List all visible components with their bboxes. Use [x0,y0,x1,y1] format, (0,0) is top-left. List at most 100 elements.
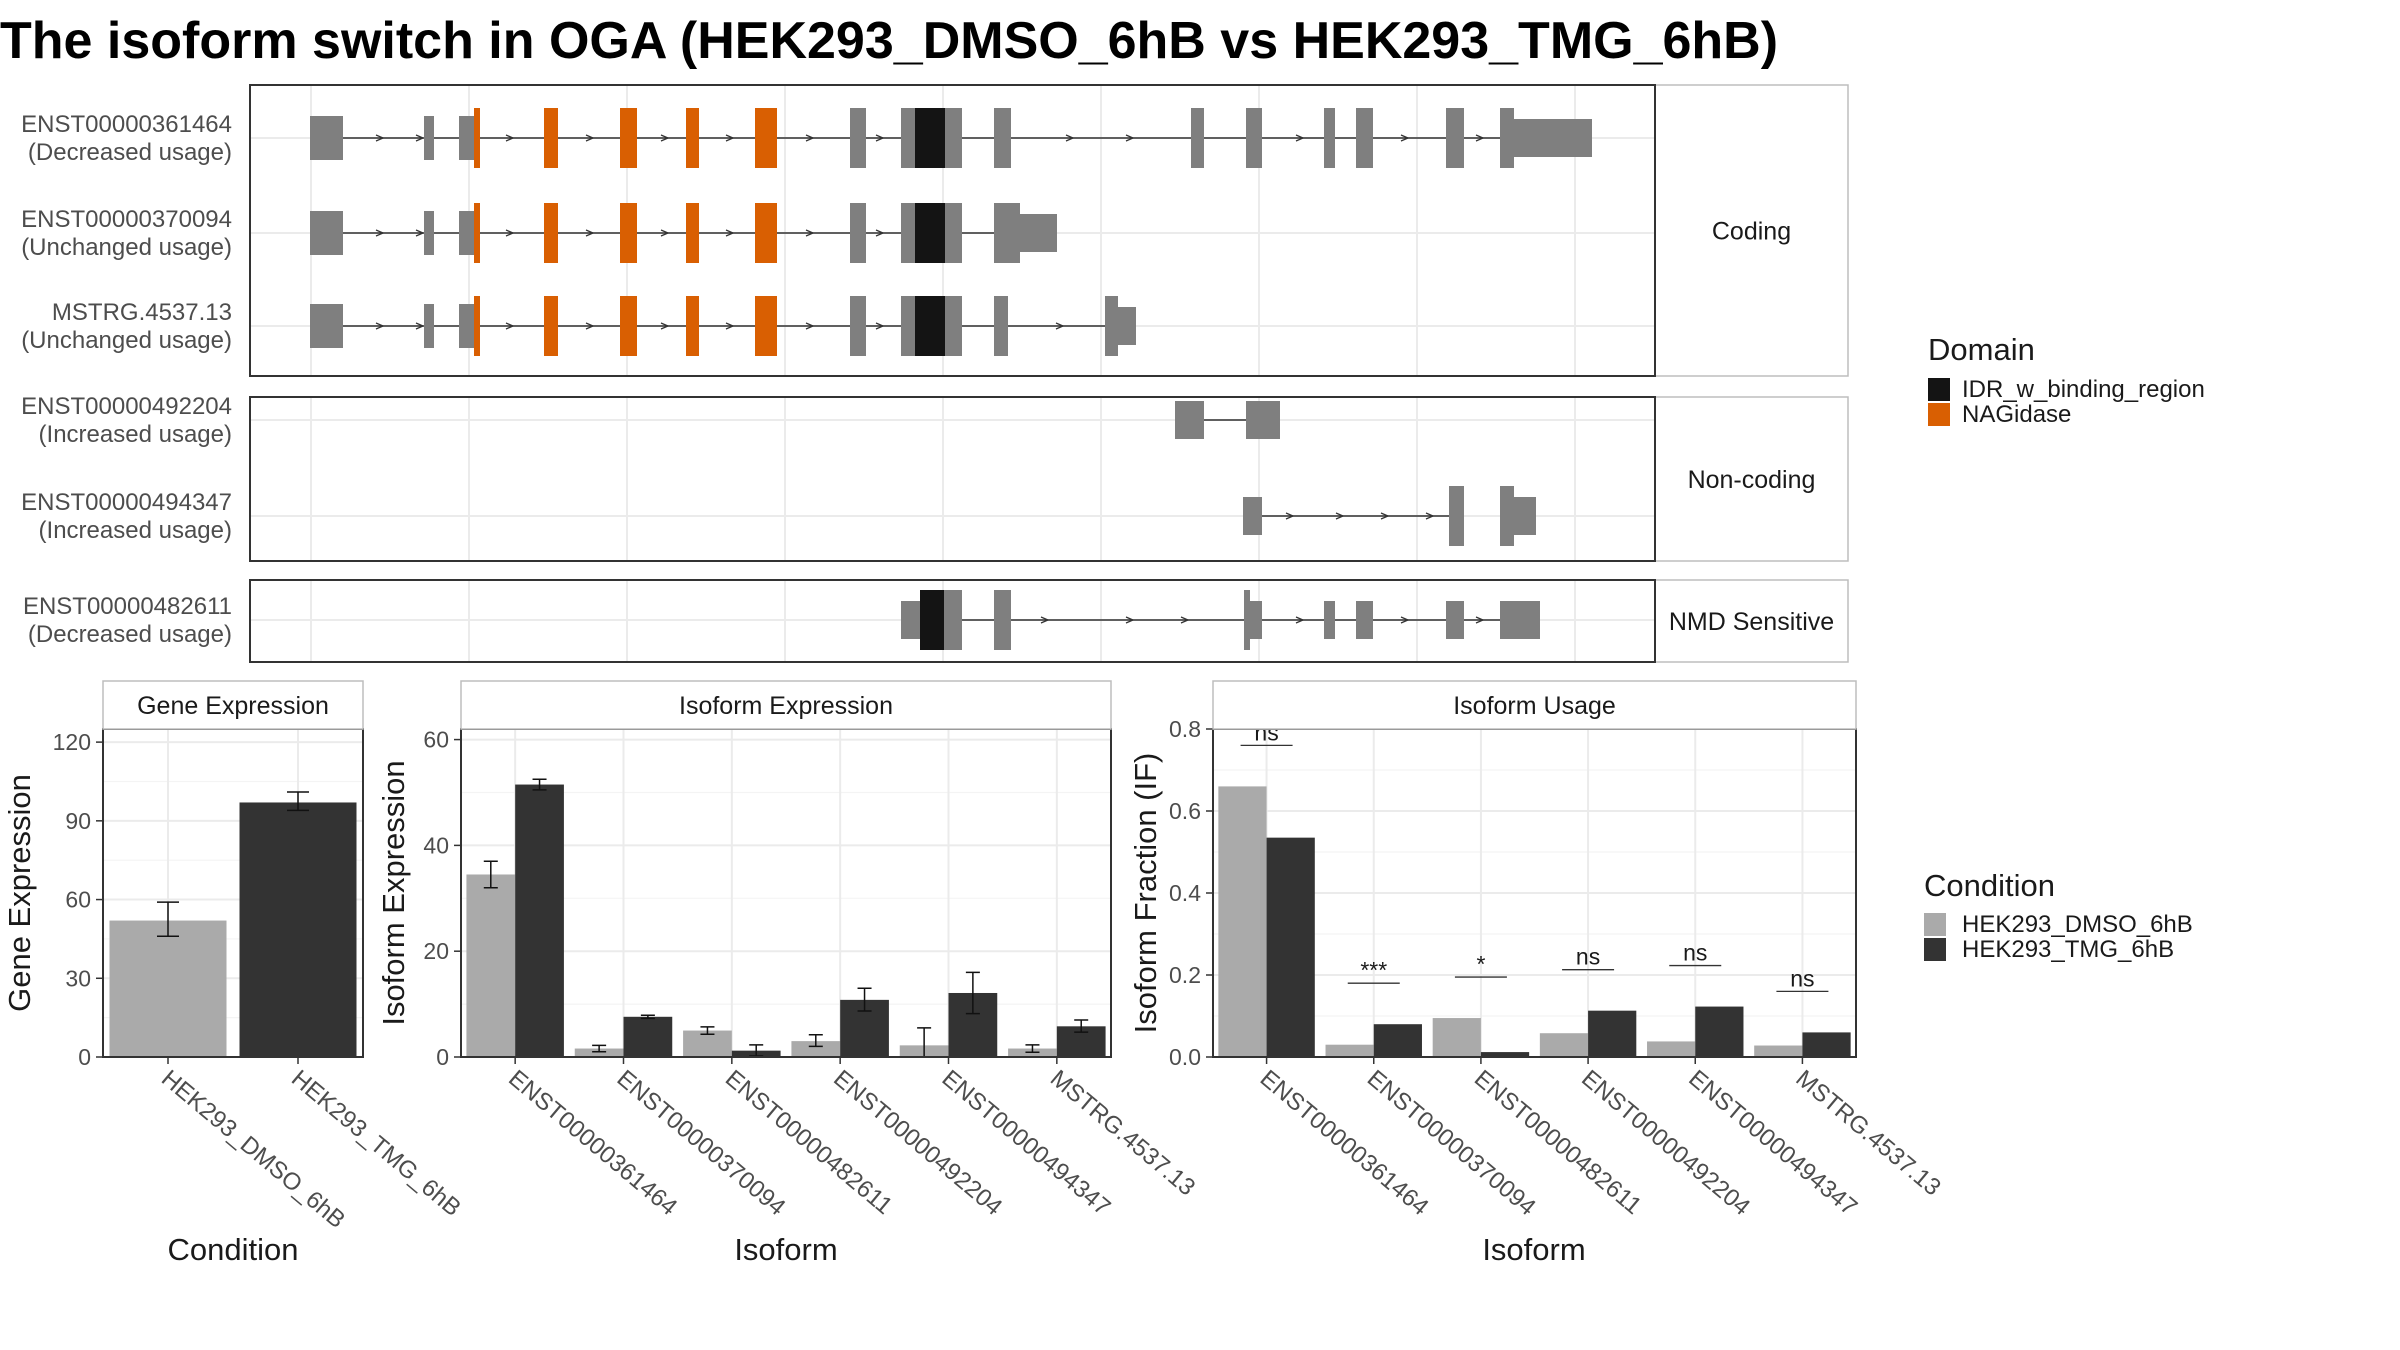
nagidase-domain [755,296,777,356]
exon [1446,108,1464,168]
exon [945,108,962,168]
exon [850,296,866,356]
x-axis-title: Isoform [734,1232,837,1267]
strand-arrow-icon [1400,616,1410,624]
exon [944,590,962,650]
y-tick-label: 30 [65,965,91,991]
nagidase-domain [755,108,777,168]
bar [109,920,227,1057]
y-tick-label: 0.8 [1169,716,1201,742]
strand-arrow-icon [585,229,595,237]
exon [994,296,1008,356]
exon [994,590,1011,650]
facet-strip [1212,680,1857,730]
structure-panel: NMD Sensitive ENST00000482611(Decreased u… [23,579,1849,663]
strand-arrow-icon [1055,322,1065,330]
bar [791,1041,841,1057]
significance-label: ns [1790,965,1814,991]
domain-legend-label: IDR_w_binding_region [1962,376,2205,403]
strand-arrow-icon [505,322,515,330]
strand-arrow-icon [1065,134,1075,142]
isoform-usage-label: (Increased usage) [39,421,232,448]
panel-strip [1654,579,1849,663]
idr-domain [915,108,945,168]
exon [1246,108,1262,168]
exon [1500,601,1540,639]
exon [459,304,474,348]
bar [1695,1006,1744,1057]
strand-arrow-icon [585,322,595,330]
error-bar [483,860,498,889]
nagidase-domain [755,203,777,263]
exon [901,296,915,356]
isoform-usage-label: (Decreased usage) [28,139,232,166]
nagidase-domain [686,296,699,356]
y-tick-label: 60 [65,887,91,913]
y-tick-label: 0.4 [1169,880,1201,906]
exon [1191,108,1204,168]
exon [994,108,1011,168]
y-tick-label: 60 [423,727,449,753]
bar [1432,1018,1481,1057]
isoform-label: ENST00000370094 [21,206,232,233]
exon [459,116,474,160]
exon [1356,601,1373,639]
nagidase-domain [686,108,699,168]
strand-arrow-icon [1295,134,1305,142]
exon [1449,486,1464,546]
error-bar [700,1026,715,1035]
y-tick-label: 0 [436,1044,449,1070]
exon [424,211,434,255]
facet-strip [460,680,1112,730]
nagidase-domain [544,108,558,168]
significance-label: ns [1576,944,1600,970]
isoform-label: ENST00000492204 [21,393,232,420]
exon [1175,401,1204,439]
bar [574,1048,624,1057]
exon [1105,296,1118,356]
strand-arrow-icon [660,134,670,142]
strand-arrow-icon [805,322,815,330]
bar [515,784,564,1057]
exon [1356,108,1373,168]
exon [945,203,962,263]
error-bar [1025,1044,1040,1053]
isoform-label: ENST00000361464 [21,111,232,138]
idr-domain [915,203,945,263]
structure-panel: Coding ENST00000361464(Decreased usage) EN… [21,84,1849,377]
exon [1118,307,1136,345]
exon [1244,590,1250,650]
strand-arrow-icon [1125,134,1135,142]
strand-arrow-icon [875,322,885,330]
exon [1324,601,1335,639]
error-bar [157,901,179,938]
structure-panel-border [249,579,1656,663]
strand-arrow-icon [415,322,425,330]
strand-arrow-icon [1180,616,1190,624]
panel-strip-label: Non-coding [1688,466,1816,494]
isoform-usage-label: (Increased usage) [39,517,232,544]
significance-label: ns [1683,940,1707,966]
idr-domain [915,296,945,356]
exon [901,601,920,639]
x-axis-title: Condition [168,1232,299,1267]
strand-arrow-icon [375,322,385,330]
exon [850,108,866,168]
panel-strip-label: NMD Sensitive [1669,608,1834,636]
bar [466,874,516,1057]
y-tick-label: 0 [78,1044,91,1070]
y-tick-label: 90 [65,808,91,834]
chart-title: Isoform Usage [1453,692,1616,720]
y-axis-title: Gene Expression [2,774,37,1012]
y-tick-label: 20 [423,938,449,964]
y-tick-label: 40 [423,832,449,858]
bar [1373,1024,1422,1057]
error-bar [808,1034,823,1048]
strand-arrow-icon [415,134,425,142]
nagidase-domain [474,203,480,263]
bar [239,802,357,1057]
